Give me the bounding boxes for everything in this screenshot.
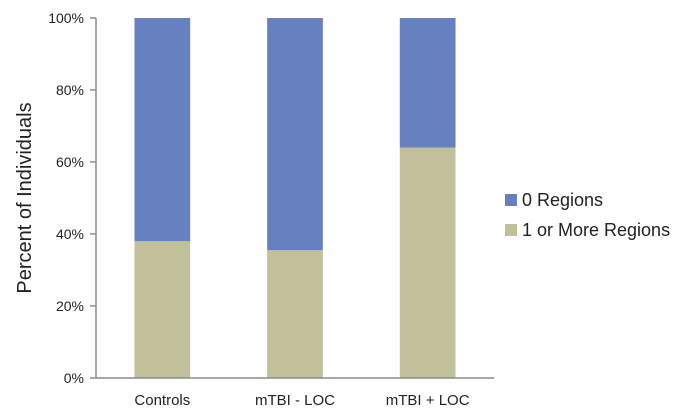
y-tick-label: 40%: [56, 226, 84, 242]
x-axis-labels: Controls mTBI - LOC mTBI + LOC: [134, 392, 469, 409]
y-tick-label: 100%: [48, 10, 84, 26]
x-category-label: mTBI - LOC: [255, 392, 335, 409]
bar-segment: [399, 147, 456, 378]
legend-label: 0 Regions: [522, 190, 603, 210]
bars: [134, 18, 456, 378]
legend: 0 Regions 1 or More Regions: [505, 190, 670, 240]
bar-segment: [399, 18, 456, 148]
y-axis-ticks: 0% 20% 40% 60% 80% 100%: [48, 10, 96, 386]
x-category-label: mTBI + LOC: [386, 392, 470, 409]
y-tick-label: 60%: [56, 154, 84, 170]
y-axis-title: Percent of Individuals: [14, 102, 36, 293]
y-tick-label: 20%: [56, 298, 84, 314]
bar-segment: [267, 250, 323, 378]
bar-segment: [267, 18, 323, 251]
bar-segment: [134, 241, 191, 378]
legend-swatch: [505, 224, 517, 236]
x-category-label: Controls: [134, 392, 190, 409]
bar-segment: [134, 18, 191, 242]
y-tick-label: 80%: [56, 82, 84, 98]
legend-label: 1 or More Regions: [522, 220, 670, 240]
y-tick-label: 0%: [64, 370, 84, 386]
legend-swatch: [505, 194, 517, 206]
